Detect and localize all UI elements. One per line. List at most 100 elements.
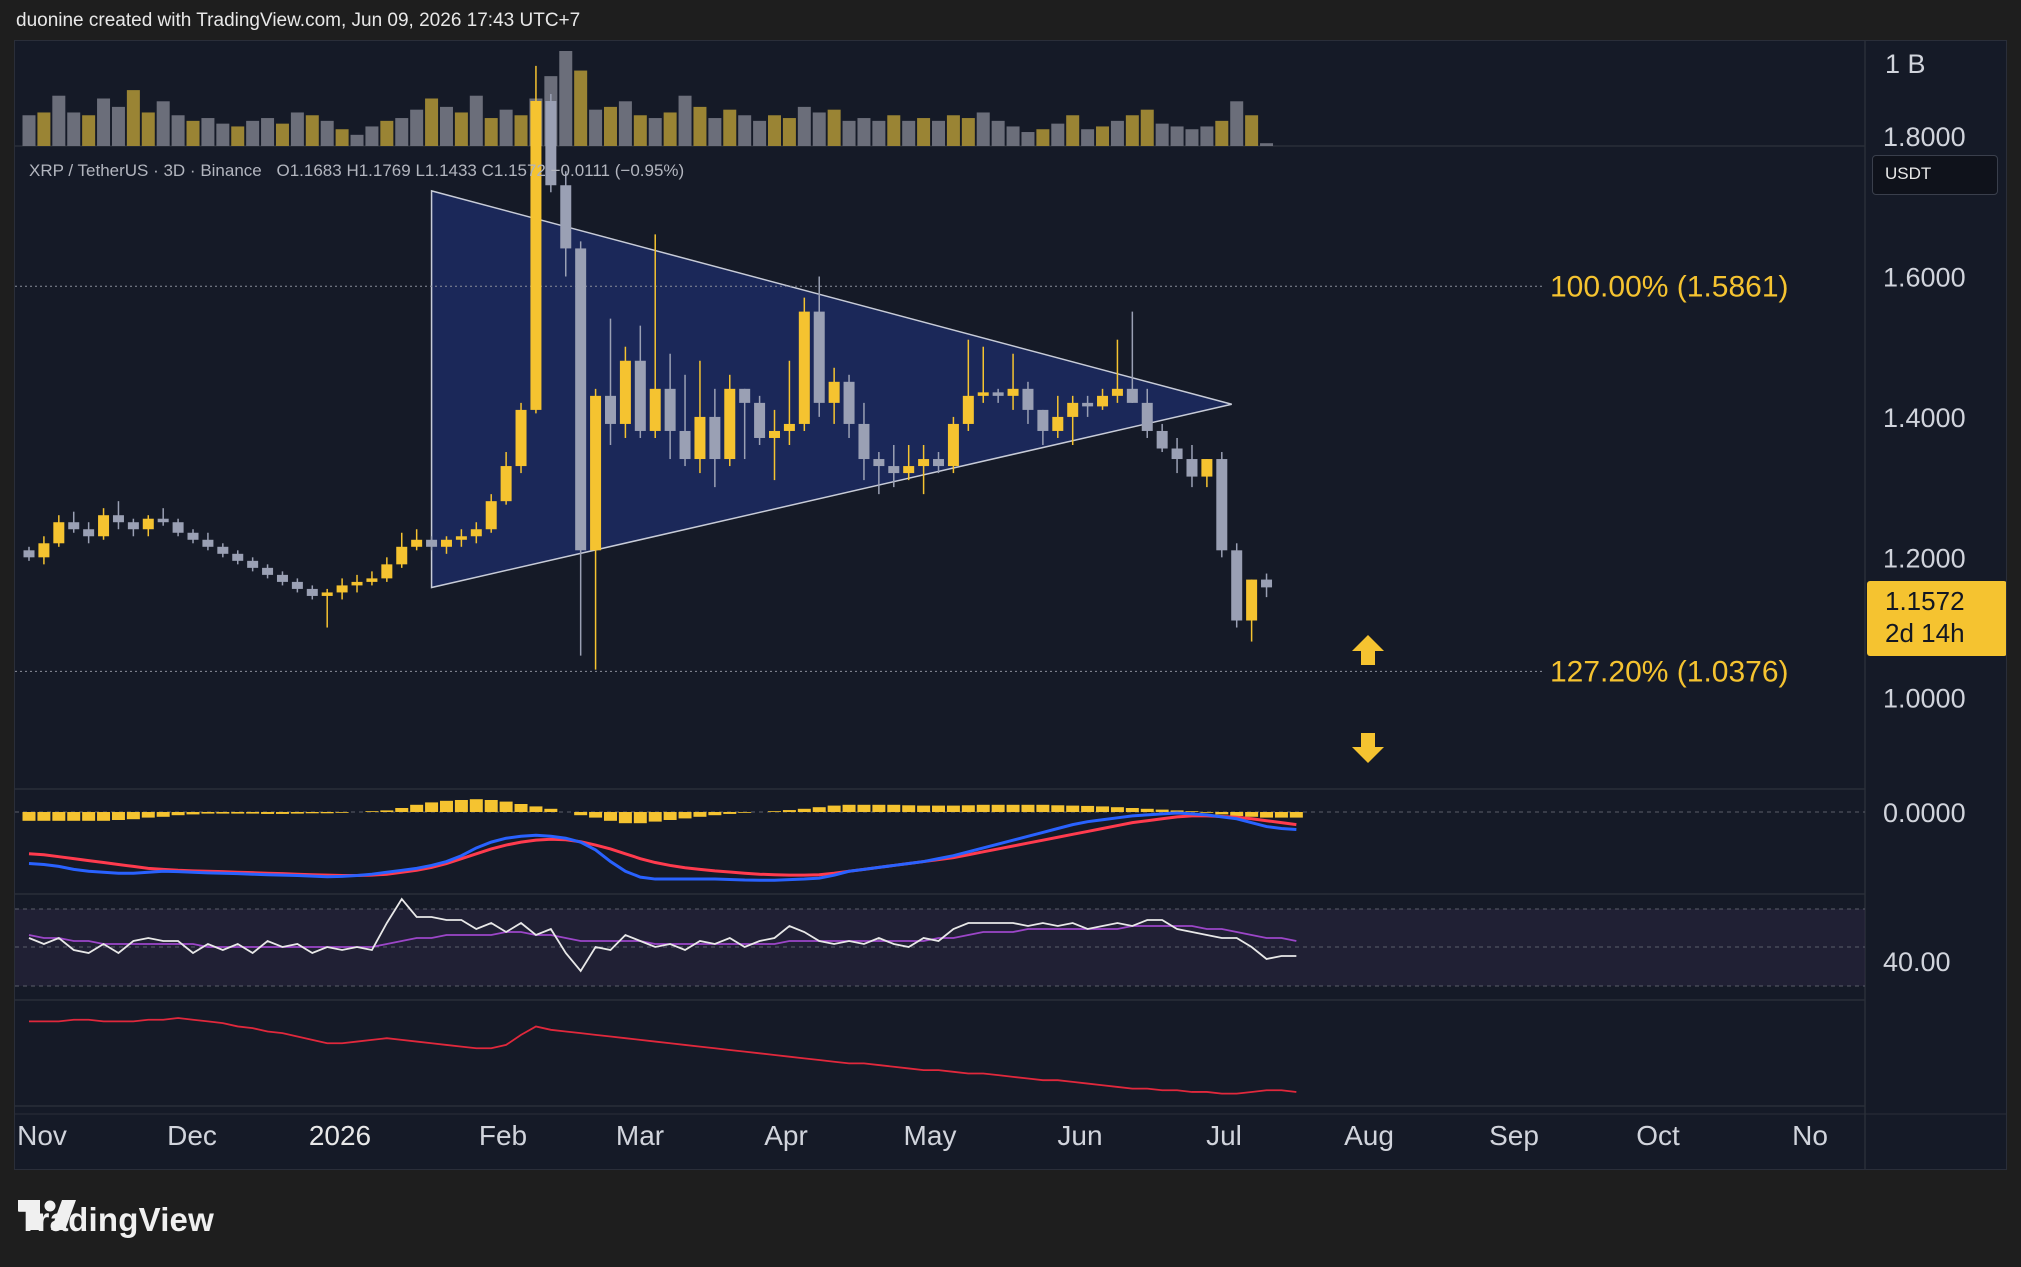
chart-frame[interactable]: 100.00% (1.5861) 127.20% (1.0376) 1.8000 1.… xyxy=(14,40,2007,1170)
macd-histogram-bar xyxy=(1274,812,1288,818)
candle-body xyxy=(754,402,766,438)
candle xyxy=(1037,409,1049,445)
candle-body xyxy=(306,588,318,596)
candle xyxy=(276,571,288,586)
volume-bar xyxy=(797,106,811,146)
symbol-title: XRP / TetherUS · 3D · Binance xyxy=(29,161,262,180)
macd-histogram-bar xyxy=(678,812,692,819)
tradingview-logo[interactable]: TradingView xyxy=(18,1200,214,1240)
candle-body xyxy=(769,430,780,438)
macd-line xyxy=(28,811,1297,882)
candle xyxy=(634,325,646,438)
candle-body xyxy=(321,592,333,596)
candle xyxy=(381,557,393,582)
candle xyxy=(262,564,274,579)
volume-bar xyxy=(961,118,975,146)
price-tick-label: 1.8000 xyxy=(1883,122,1966,152)
bar-countdown: 2d 14h xyxy=(1885,618,1965,648)
macd-histogram-bar xyxy=(156,812,170,817)
macd-histogram-bar xyxy=(1066,805,1080,812)
volume-bar xyxy=(678,95,692,146)
breakdown-down-arrow xyxy=(1352,733,1384,763)
candle xyxy=(515,402,527,474)
candle xyxy=(1171,437,1183,474)
time-axis-label: Aug xyxy=(1344,1120,1394,1151)
candle-body xyxy=(142,518,154,530)
candle-body xyxy=(918,459,930,467)
macd-histogram-bar xyxy=(693,812,707,817)
volume-bar xyxy=(52,95,66,146)
volume-bar xyxy=(22,115,36,146)
macd-histogram-bar xyxy=(1155,809,1169,812)
macd-histogram-bar xyxy=(708,812,722,816)
time-axis-label: Dec xyxy=(167,1120,217,1151)
volume-bar xyxy=(156,101,170,146)
price-tick-label: 1.6000 xyxy=(1883,263,1966,293)
candle xyxy=(1231,543,1243,628)
volume-bar xyxy=(439,106,453,146)
candle xyxy=(217,543,229,558)
macd-histogram-bar xyxy=(1096,806,1110,812)
volume-bar xyxy=(887,115,901,146)
macd-histogram-bar xyxy=(932,805,946,812)
macd-histogram-bar xyxy=(454,800,468,812)
candle xyxy=(426,536,438,551)
volume-bar xyxy=(1155,123,1169,146)
volume-bar xyxy=(395,118,409,146)
volume-bar xyxy=(454,112,468,146)
macd-histogram-bar xyxy=(425,802,439,812)
candle xyxy=(470,522,482,544)
candle-body xyxy=(202,539,214,547)
time-axis-label: Jun xyxy=(1057,1120,1102,1151)
volume-bar xyxy=(171,115,185,146)
candle-body xyxy=(739,388,751,403)
candle-body xyxy=(560,185,572,249)
volume-bar xyxy=(693,106,707,146)
candle-body xyxy=(947,423,959,467)
macd-histogram-bar xyxy=(111,812,125,820)
macd-histogram-bar xyxy=(201,812,215,814)
volume-bar xyxy=(1170,126,1184,146)
candle-body xyxy=(694,416,706,460)
candle-body xyxy=(933,459,945,467)
currency-selector[interactable]: USDT xyxy=(1872,155,1998,195)
volume-bar xyxy=(1260,143,1274,146)
candle xyxy=(1216,452,1228,558)
candle xyxy=(962,339,974,431)
time-axis-label: Feb xyxy=(479,1120,527,1151)
candle-body xyxy=(664,388,676,431)
chart-credit: duonine created with TradingView.com, Ju… xyxy=(16,10,581,31)
volume-bar xyxy=(842,120,856,146)
candle-body xyxy=(1171,448,1183,460)
volume-bar xyxy=(976,112,990,146)
candle-body xyxy=(336,585,348,593)
volume-bar xyxy=(82,115,96,146)
price-chart[interactable]: 100.00% (1.5861) 127.20% (1.0376) 1.8000 1.… xyxy=(15,41,2007,1170)
candle-body xyxy=(351,581,363,586)
candle-body xyxy=(1082,402,1094,407)
macd-histogram-bar xyxy=(439,800,453,812)
candle-body xyxy=(455,536,467,540)
candle xyxy=(142,515,154,537)
volume-bar xyxy=(410,109,424,146)
volume-bar xyxy=(111,106,125,146)
candle-body xyxy=(470,529,482,537)
candle-body xyxy=(1216,459,1228,551)
candle xyxy=(411,529,423,551)
time-axis-label: Mar xyxy=(616,1120,664,1151)
volume-bar xyxy=(603,106,617,146)
macd-histogram-bar xyxy=(738,812,752,813)
volume-bar xyxy=(663,112,677,146)
candle xyxy=(1201,459,1213,488)
candle xyxy=(918,445,930,495)
macd-histogram-bar xyxy=(574,812,588,816)
candle xyxy=(1186,445,1198,488)
rsi-ma-line xyxy=(28,925,1297,948)
macd-tick-label: 0.0000 xyxy=(1883,798,1966,828)
volume-bar xyxy=(1200,126,1214,146)
macd-histogram-bar xyxy=(1170,810,1184,812)
volume-bar xyxy=(768,115,781,146)
candle xyxy=(1097,388,1109,410)
macd-signal-line xyxy=(28,814,1297,878)
macd-histogram-bar xyxy=(499,801,513,812)
